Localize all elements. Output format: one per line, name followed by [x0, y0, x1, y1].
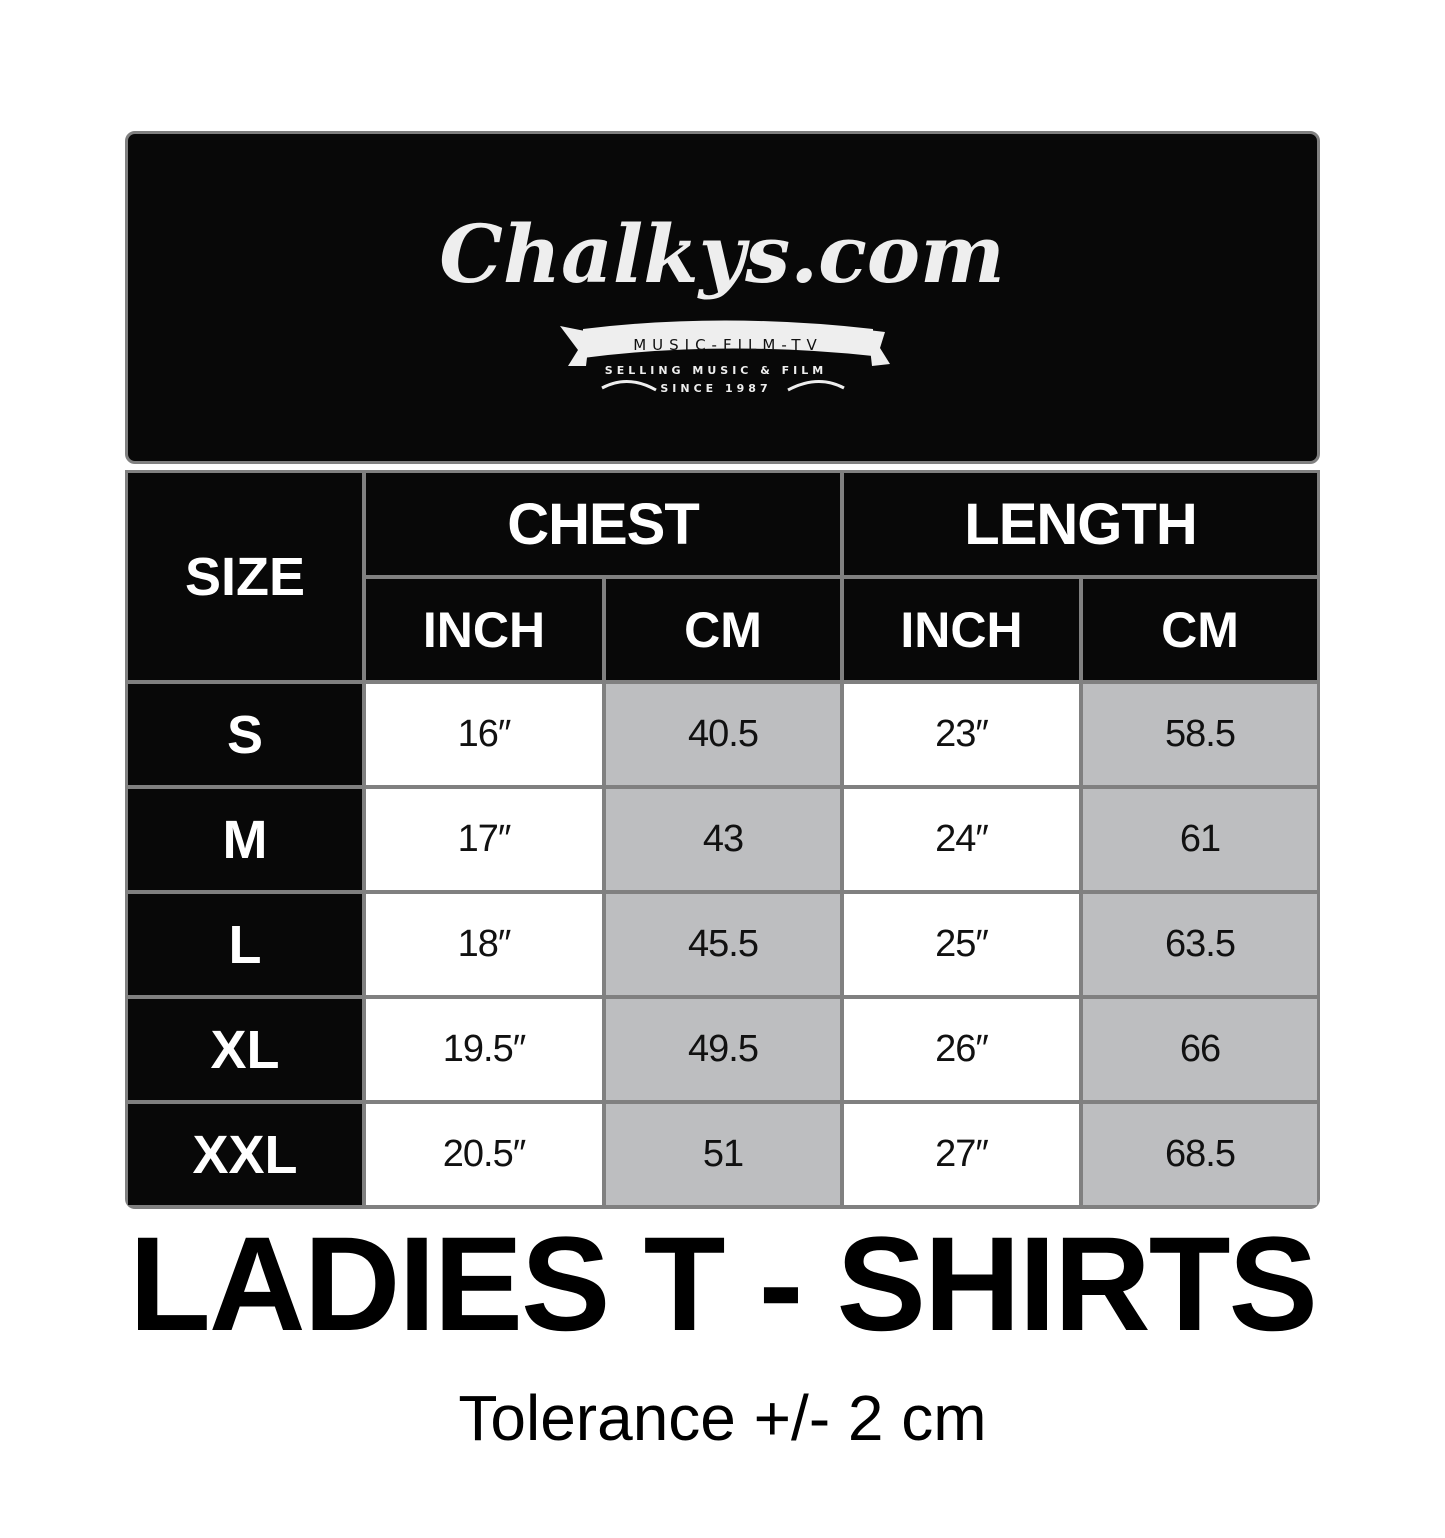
length-inch-cell: 27″: [844, 1104, 1079, 1205]
unit-header: CM: [1083, 579, 1317, 680]
length-inch-cell: 24″: [844, 789, 1079, 890]
chest-inch-cell: 17″: [366, 789, 602, 890]
unit-header: INCH: [844, 579, 1079, 680]
length-inch-cell: 23″: [844, 684, 1079, 785]
size-label: M: [128, 789, 362, 890]
svg-text:Chalkys.com: Chalkys.com: [439, 207, 1005, 301]
svg-text:SINCE 1987: SINCE 1987: [660, 382, 771, 395]
svg-text:SELLING MUSIC & FILM: SELLING MUSIC & FILM: [605, 364, 827, 377]
chest-header: CHEST: [366, 473, 840, 575]
unit-header: CM: [606, 579, 840, 680]
chest-inch-cell: 20.5″: [366, 1104, 602, 1205]
length-inch-cell: 26″: [844, 999, 1079, 1100]
size-chart-table: SIZE CHEST LENGTH INCH CM INCH CM S 16″ …: [125, 470, 1320, 1209]
logo-header: Chalkys.com MUSIC-FILM-TV SELLING MUSIC …: [125, 131, 1320, 464]
length-cm-cell: 58.5: [1083, 684, 1317, 785]
length-cm-cell: 68.5: [1083, 1104, 1317, 1205]
unit-header: INCH: [366, 579, 602, 680]
length-cm-cell: 63.5: [1083, 894, 1317, 995]
size-label: XXL: [128, 1104, 362, 1205]
chest-inch-cell: 16″: [366, 684, 602, 785]
chest-cm-cell: 49.5: [606, 999, 840, 1100]
chest-cm-cell: 51: [606, 1104, 840, 1205]
chest-cm-cell: 43: [606, 789, 840, 890]
chest-cm-cell: 40.5: [606, 684, 840, 785]
size-label: XL: [128, 999, 362, 1100]
chalkys-logo: Chalkys.com MUSIC-FILM-TV SELLING MUSIC …: [439, 207, 1005, 395]
chest-cm-cell: 45.5: [606, 894, 840, 995]
chest-inch-cell: 19.5″: [366, 999, 602, 1100]
chest-inch-cell: 18″: [366, 894, 602, 995]
length-cm-cell: 66: [1083, 999, 1317, 1100]
page-title: LADIES T - SHIRTS: [129, 1210, 1318, 1359]
size-label: S: [128, 684, 362, 785]
length-header: LENGTH: [844, 473, 1317, 575]
tolerance-note: Tolerance +/- 2 cm: [458, 1382, 987, 1454]
length-cm-cell: 61: [1083, 789, 1317, 890]
length-inch-cell: 25″: [844, 894, 1079, 995]
svg-text:MUSIC-FILM-TV: MUSIC-FILM-TV: [633, 336, 823, 354]
size-label: L: [128, 894, 362, 995]
size-header: SIZE: [128, 473, 362, 680]
